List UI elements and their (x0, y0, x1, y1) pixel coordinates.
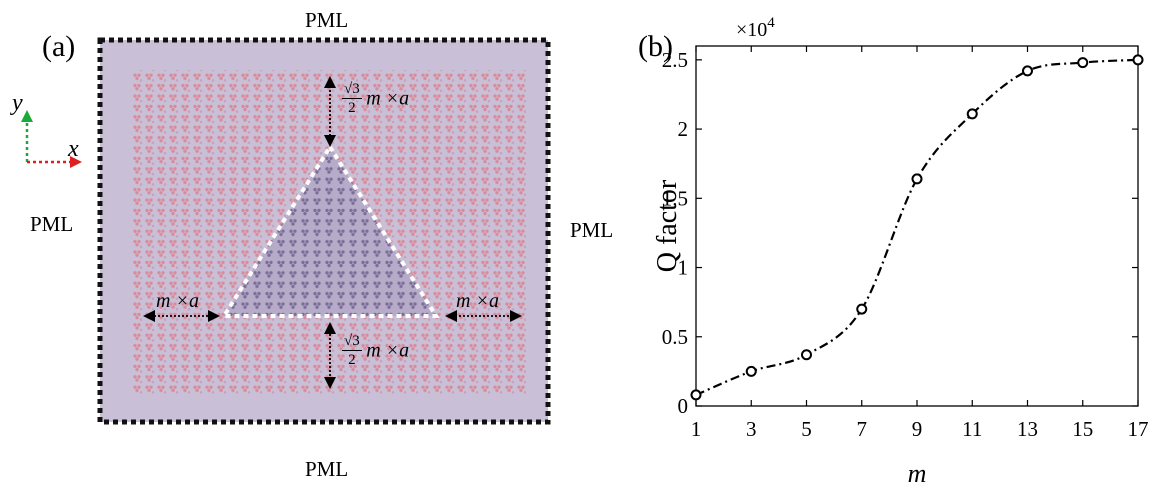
data-point (966, 108, 978, 120)
y-tick-label: 1.5 (662, 186, 688, 210)
y-tick-label: 2 (678, 117, 689, 141)
x-axis-arrowhead (70, 156, 82, 168)
pml-right-label: PML (570, 218, 614, 242)
y-tick-label: 1 (678, 256, 689, 280)
dim-bottom-label: √3 2 m ×a (342, 332, 409, 369)
axis-x-letter: x (68, 136, 79, 162)
plot-frame (695, 45, 1139, 407)
y-axis-label: Q factor (652, 179, 683, 272)
panel-b-label: (b) (638, 30, 673, 63)
y-tick-label: 0 (678, 394, 689, 418)
x-tick-label: 11 (962, 417, 982, 441)
dim-top-den: 2 (348, 100, 356, 116)
photonic-crystal-schematic (21, 37, 551, 425)
x-axis-label: m (908, 459, 927, 488)
x-tick-label: 1 (691, 417, 702, 441)
pml-top-label: PML (305, 8, 349, 32)
x-tick-label: 3 (746, 417, 757, 441)
dim-left-label: m ×a (156, 290, 199, 312)
data-point (911, 173, 923, 185)
data-point (745, 365, 757, 377)
data-point (1132, 54, 1144, 66)
data-point (1077, 57, 1089, 69)
x-tick-label: 5 (801, 417, 812, 441)
dim-top-rest: m ×a (366, 87, 410, 110)
y-exponent-power: 4 (767, 15, 775, 31)
dim-top-label: √3 2 m ×a (342, 80, 409, 117)
data-point (1022, 65, 1033, 77)
x-tick-label: 9 (912, 417, 923, 441)
y-axis-arrowhead (21, 110, 33, 122)
pml-bottom-label: PML (305, 457, 349, 481)
dim-top-num: √3 (342, 81, 362, 99)
dim-right-label: m ×a (456, 290, 499, 312)
dim-bottom-rest: m ×a (366, 339, 410, 362)
dim-bottom-den: 2 (348, 352, 356, 368)
y-tick-label: 2.5 (662, 48, 688, 72)
series-line (695, 58, 1139, 396)
panel-a-label: (a) (42, 30, 76, 63)
triangle-outline (220, 143, 440, 318)
y-exponent-label: ×104 (736, 15, 775, 41)
triangular-cavity-lattice (224, 147, 436, 316)
x-tick-label: 17 (1128, 417, 1149, 441)
pml-left-label: PML (30, 212, 74, 236)
dim-bottom-num: √3 (342, 333, 362, 351)
x-tick-label: 7 (857, 417, 868, 441)
data-point (801, 349, 812, 361)
data-point (690, 389, 702, 401)
x-tick-label: 13 (1017, 417, 1038, 441)
x-tick-label: 15 (1072, 417, 1093, 441)
data-point (856, 303, 868, 315)
y-tick-label: 0.5 (662, 325, 688, 349)
axis-y-letter: y (12, 90, 23, 116)
